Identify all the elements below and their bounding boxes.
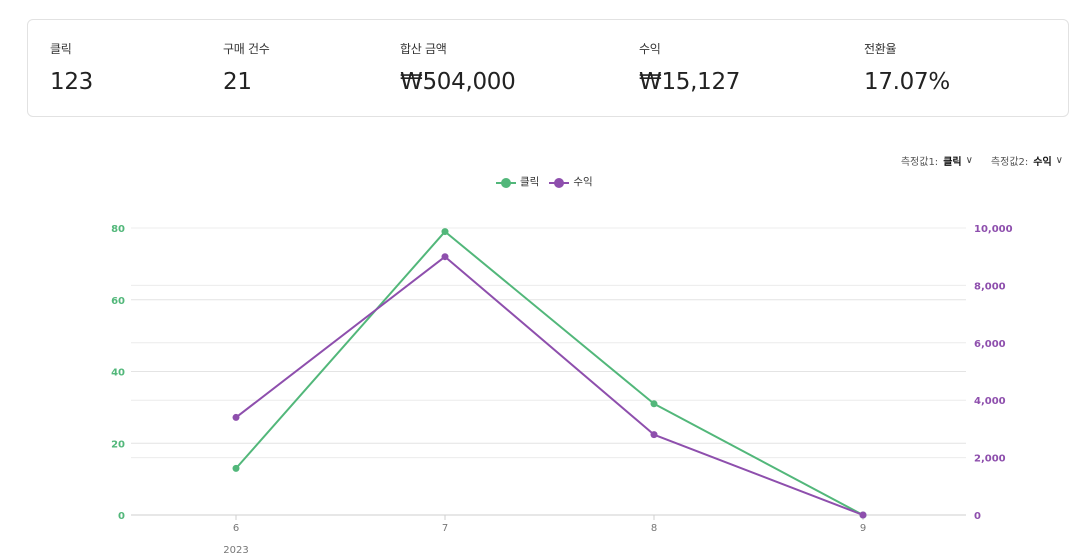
data-point: [650, 400, 658, 408]
data-point: [441, 228, 449, 236]
stat-label: 수익: [639, 42, 661, 56]
measure-selector-bar: 측정값1: 클릭 ∨ 측정값2: 수익 ∨: [901, 153, 1063, 168]
x-sub-label: 2023: [223, 545, 248, 556]
measure-1-dropdown[interactable]: 측정값1: 클릭 ∨: [901, 153, 973, 168]
x-tick-label: 8: [651, 523, 657, 534]
y-left-tick-label: 20: [111, 439, 125, 450]
y-right-tick-label: 2,000: [974, 454, 1006, 465]
x-tick-label: 9: [860, 523, 866, 534]
stat-purchases: 구매 건수 21: [223, 40, 270, 95]
measure-1-value: 클릭: [943, 157, 962, 168]
legend-item-revenue[interactable]: 수익: [549, 174, 593, 189]
summary-card: 클릭 123 구매 건수 21 합산 금액 ₩504,000 수익 ₩15,12…: [27, 19, 1069, 117]
measure-2-value: 수익: [1033, 157, 1052, 168]
y-left-tick-label: 60: [111, 296, 125, 307]
stat-revenue: 수익 ₩15,127: [639, 40, 740, 95]
stat-label: 구매 건수: [223, 42, 270, 56]
y-right-tick-label: 6,000: [974, 339, 1006, 350]
stat-label: 클릭: [50, 42, 72, 56]
stat-label: 전환율: [864, 42, 897, 56]
chevron-down-icon: ∨: [965, 155, 973, 166]
series-line: [235, 255, 864, 516]
stat-value: 17.07%: [864, 69, 950, 95]
legend-label: 클릭: [520, 176, 540, 188]
y-right-tick-label: 0: [974, 511, 981, 522]
legend-item-clicks[interactable]: 클릭: [496, 174, 539, 189]
measure-2-dropdown[interactable]: 측정값2: 수익 ∨: [991, 153, 1063, 168]
series-line: [235, 230, 864, 516]
legend-label: 수익: [573, 176, 593, 188]
stat-conversion-rate: 전환율 17.07%: [864, 40, 950, 95]
data-point: [859, 511, 867, 519]
stat-value: ₩15,127: [639, 69, 741, 95]
y-left-tick-label: 40: [111, 368, 125, 379]
data-point: [650, 431, 658, 439]
y-right-tick-label: 10,000: [974, 224, 1013, 235]
x-tick-label: 6: [233, 523, 239, 534]
stat-value: 123: [50, 69, 93, 95]
chart-legend: 클릭 수익: [496, 174, 593, 189]
y-right-tick-label: 8,000: [974, 281, 1006, 292]
measure-1-label: 측정값1:: [900, 157, 939, 168]
data-point: [232, 413, 240, 421]
stat-value: 21: [223, 69, 252, 95]
y-left-tick-label: 0: [118, 511, 125, 522]
stat-clicks: 클릭 123: [50, 40, 93, 95]
stat-value: ₩504,000: [400, 69, 516, 95]
measure-2-label: 측정값2:: [990, 157, 1029, 168]
data-point: [232, 464, 240, 472]
stat-total-amount: 합산 금액 ₩504,000: [400, 40, 516, 95]
y-right-tick-label: 4,000: [974, 396, 1006, 407]
y-left-tick-label: 80: [111, 224, 125, 235]
legend-marker-icon: [496, 175, 516, 189]
x-tick-label: 7: [442, 523, 448, 534]
chevron-down-icon: ∨: [1055, 155, 1063, 166]
legend-marker-icon: [549, 175, 570, 189]
stat-label: 합산 금액: [400, 42, 447, 56]
data-point: [441, 253, 449, 261]
